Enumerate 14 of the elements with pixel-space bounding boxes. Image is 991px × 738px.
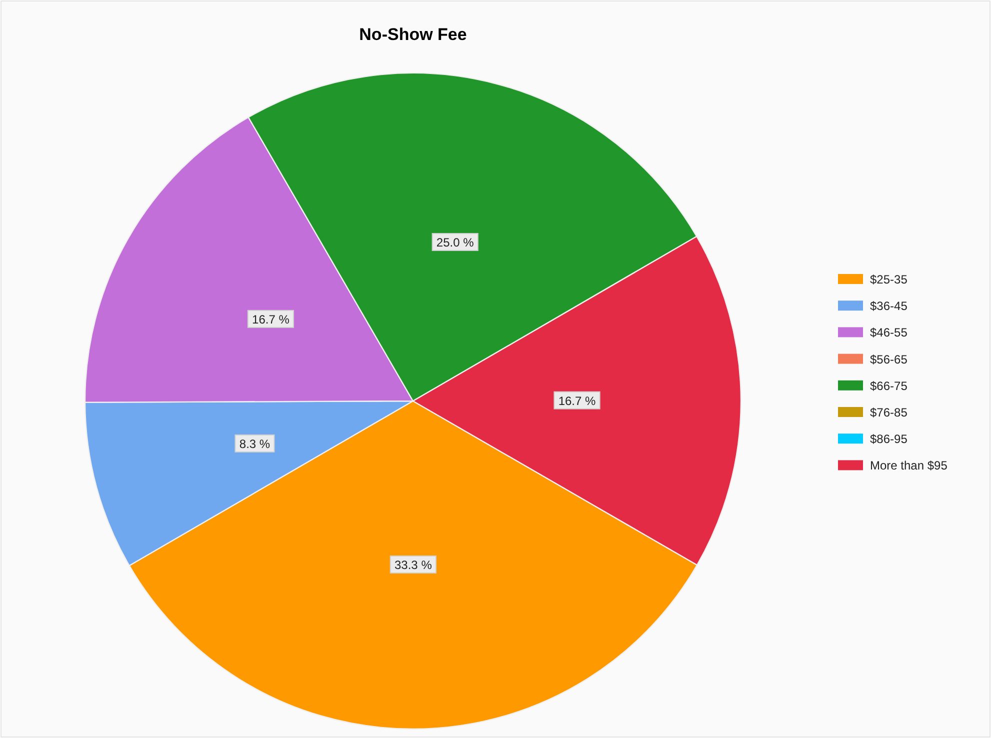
chart-title: No-Show Fee — [359, 25, 467, 44]
data-label: 8.3 % — [239, 436, 270, 451]
legend-label: $25-35 — [870, 272, 908, 286]
data-label: 16.7 % — [252, 312, 290, 326]
legend-label: $56-65 — [870, 352, 908, 366]
legend-label: $46-55 — [870, 326, 908, 340]
data-label: 16.7 % — [558, 394, 596, 408]
legend-label: $86-95 — [870, 432, 908, 446]
legend-label: $36-45 — [870, 299, 908, 314]
legend-label: $76-85 — [870, 406, 908, 420]
legend-label: $66-75 — [870, 378, 908, 393]
data-label: 25.0 % — [436, 236, 474, 250]
data-label: 33.3 % — [394, 558, 432, 572]
legend-label: More than $95 — [870, 458, 948, 473]
